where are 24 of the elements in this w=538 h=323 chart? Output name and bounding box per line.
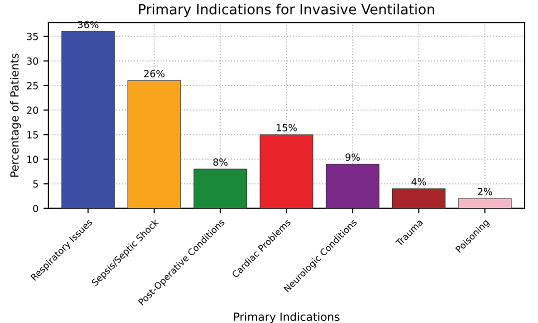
y-tick-label: 5: [33, 180, 38, 188]
data-label: 15%: [276, 124, 297, 132]
data-label: 2%: [478, 188, 492, 196]
y-axis-title: Percentage of Patients: [10, 54, 21, 177]
y-tick-label: 30: [27, 57, 38, 65]
bar: [194, 168, 248, 208]
y-tick-label: 35: [27, 32, 38, 40]
data-label: 26%: [144, 70, 164, 78]
data-label: 8%: [213, 158, 228, 166]
x-axis-title: Primary Indications: [234, 312, 340, 323]
y-tick-label: 10: [27, 156, 38, 164]
bar: [127, 80, 181, 208]
bar: [326, 164, 380, 208]
data-label: 4%: [412, 178, 426, 186]
y-tick-label: 20: [27, 106, 38, 114]
y-tick-label: 25: [27, 82, 38, 90]
chart-title: Primary Indications for Invasive Ventilation: [139, 4, 434, 18]
bar: [458, 198, 512, 208]
data-label: 9%: [346, 153, 360, 161]
bar: [260, 134, 314, 208]
bar: [392, 188, 446, 208]
y-tick-label: 0: [33, 204, 38, 212]
y-tick-label: 15: [27, 131, 38, 138]
bar: [61, 31, 115, 208]
